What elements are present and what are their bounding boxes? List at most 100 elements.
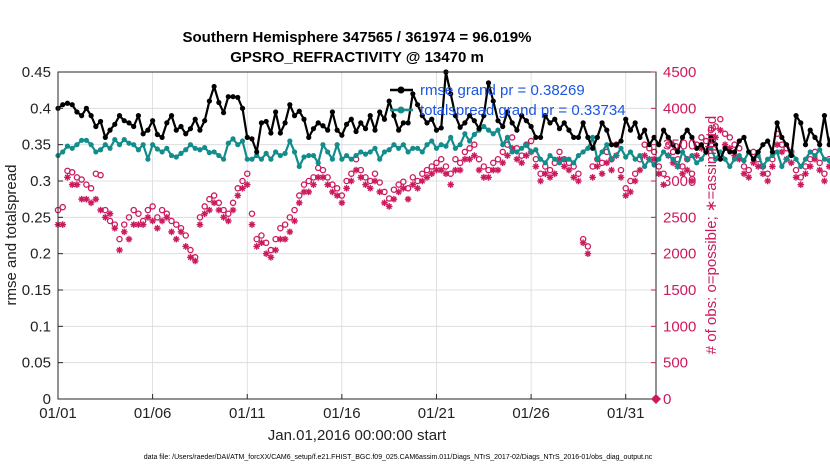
spread-line-point [206,150,212,156]
possible-point [253,235,260,243]
legend-rmse-marker [397,86,405,94]
assimilated-point [92,195,100,203]
legend-rmse-label: rmse grand pr = 0.38269 [420,82,585,99]
assimilated-point [579,239,587,247]
plot-area [58,72,656,399]
rmse-line-point [93,123,99,130]
rmse-line-point [64,100,71,106]
assimilated-point [87,199,95,207]
assimilated-point [348,177,355,185]
assimilated-point [802,170,809,178]
rmse-line-point [452,113,459,119]
possible-point [527,137,535,145]
rmse-line-point [646,142,652,148]
assimilated-point [466,155,473,163]
legend: rmse grand pr = 0.38269 totalspread gran… [390,82,626,119]
x-tick-label: 01/16 [323,405,361,422]
rmse-line-point [504,109,511,115]
rmse-line-point [594,134,600,140]
y-right-tick-label: 4000 [663,100,696,117]
rmse-line-point [211,83,217,90]
rmse-line-point [490,98,496,104]
rmse-line-point [561,120,567,126]
rmse-line-point [670,142,676,148]
rmse-line-point [547,120,553,126]
assimilated-point [291,217,298,225]
assimilated-point [683,166,691,174]
assimilated-point [201,210,208,217]
y-right-tick-label: 0 [663,391,671,408]
possible-point [319,166,327,174]
spread-line-point [608,156,615,162]
y-left-tick-label: 0.4 [30,100,51,117]
possible-point [437,155,445,163]
rmse-line-point [708,134,714,140]
possible-point [456,159,464,167]
possible-point [291,206,298,214]
spread-line-point [310,152,317,159]
assimilated-point [385,203,393,210]
spread-line-point [325,149,331,155]
possible-point [821,170,828,177]
assimilated-point [712,134,719,141]
assimilated-point [272,246,279,254]
assimilated-point [437,166,445,174]
rmse-line-point [523,118,529,124]
x-axis-label: Jan.01,2016 00:00:00 start [268,427,447,444]
rmse-line-point [216,99,222,106]
assimilated-point [395,188,402,196]
spread-line-point [433,145,440,151]
rmse-line-point [571,134,577,140]
assimilated-point [338,199,346,207]
rmse-line-point [637,134,643,140]
spread-line-point [178,150,184,156]
x-tick-label: 01/31 [607,405,645,422]
rmse-line-point [798,120,804,126]
rmse-line-point [183,131,189,137]
spread-line-point [466,138,473,144]
spread-line-point [258,156,265,162]
rmse-line-point [731,149,738,155]
rmse-line-point [131,123,137,130]
y-axis-right-label: # of obs: o=possible; ∗=assimilated [703,116,720,355]
assimilated-point [773,141,781,148]
spread-line-point [727,163,733,170]
rmse-line-point [722,145,728,151]
spread-line-point [320,142,326,148]
possible-point [333,185,341,192]
assimilated-point [631,177,639,185]
rmse-line-point [608,142,615,148]
spread-line-point [490,131,496,137]
rmse-line-point [159,134,165,140]
rmse-line-point [802,142,809,148]
assimilated-point [182,243,190,250]
spread-line-point [462,131,468,137]
assimilated-point [258,239,265,247]
spread-line-point [150,142,156,148]
rmse-line-point [698,142,705,148]
assimilated-point [390,195,398,203]
spread-line-point [698,156,705,162]
rmse-line-point [627,127,634,133]
rmse-line-point [249,136,255,142]
possible-point [248,210,256,217]
spread-line-point [211,149,217,155]
rmse-line-point [812,134,818,140]
assimilated-point [120,228,128,236]
rmse-line-point [107,127,113,133]
spread-line-point [627,149,634,155]
possible-point [490,159,497,167]
rmse-line-point [239,105,246,111]
rmse-line-point [471,118,477,124]
spread-line-point [826,158,830,164]
assimilated-point [821,177,828,185]
rmse-line-point [623,116,629,122]
assimilated-point [589,174,596,181]
possible-point [97,171,104,179]
assimilated-point [769,163,776,170]
assimilated-point [575,177,582,185]
possible-point [433,159,440,167]
spread-line-point [396,145,402,151]
spread-line-point [542,160,548,166]
possible-point [135,210,142,217]
